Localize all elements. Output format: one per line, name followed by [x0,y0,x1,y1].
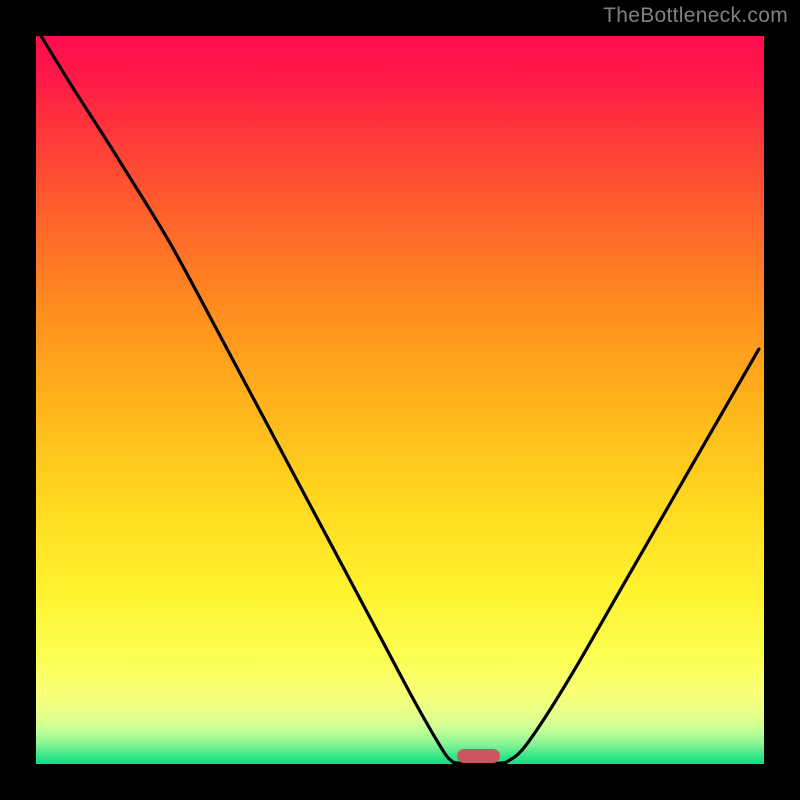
plot-area [36,36,764,764]
watermark-text: TheBottleneck.com [603,4,788,28]
bottleneck-curve [36,36,764,764]
optimal-marker [457,749,501,762]
chart-container: TheBottleneck.com [0,0,800,800]
